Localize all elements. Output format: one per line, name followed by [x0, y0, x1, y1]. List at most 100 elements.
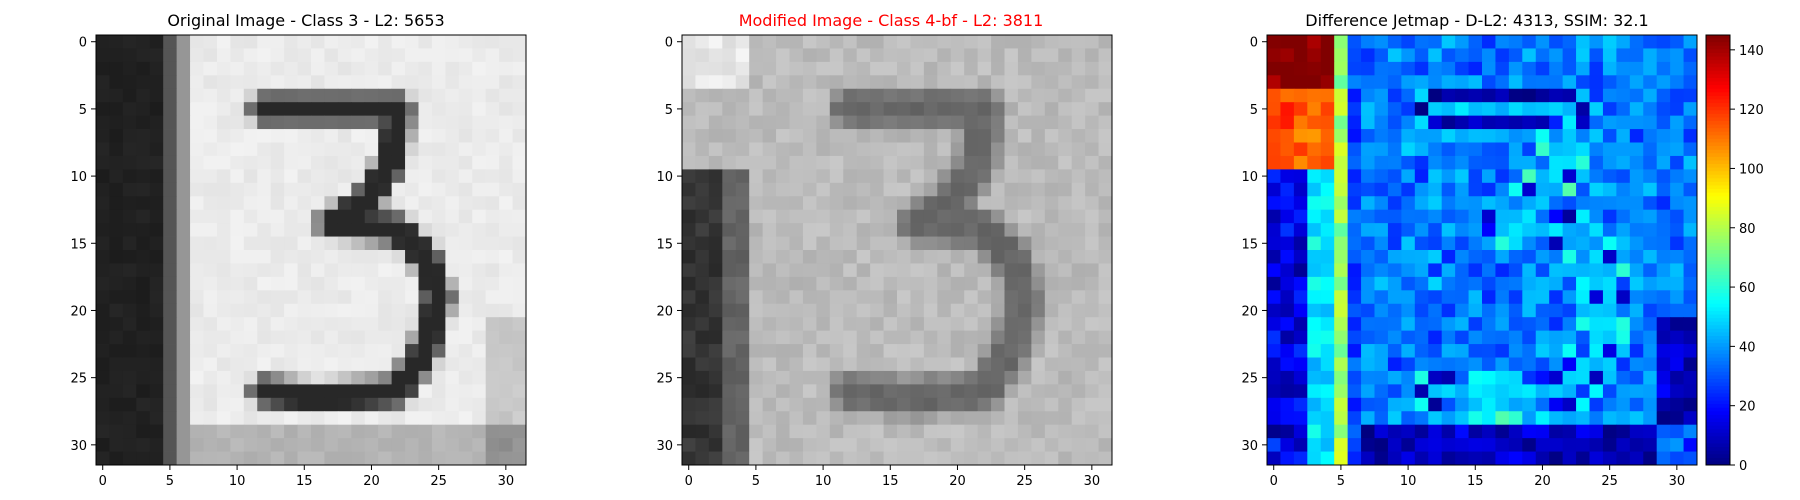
heatmap-cell	[1629, 48, 1644, 63]
heatmap-cell	[1616, 438, 1631, 452]
heatmap-cell	[136, 303, 151, 318]
heatmap-cell	[722, 263, 737, 278]
heatmap-cell	[1562, 236, 1577, 251]
heatmap-cell	[1576, 263, 1590, 278]
heatmap-cell	[1428, 344, 1443, 358]
heatmap-cell	[284, 129, 298, 143]
heatmap-cell	[964, 330, 979, 345]
heatmap-cell	[270, 142, 285, 157]
heatmap-cell	[1320, 35, 1335, 49]
heatmap-cell	[1629, 370, 1644, 385]
heatmap-cell	[776, 196, 790, 211]
heatmap-cell	[203, 411, 218, 426]
heatmap-cell	[1589, 223, 1604, 237]
heatmap-cell	[991, 263, 1005, 278]
heatmap-cell	[1044, 276, 1059, 291]
heatmap-cell	[1267, 129, 1281, 143]
heatmap-cell	[1374, 303, 1389, 318]
heatmap-cell	[1031, 344, 1046, 358]
heatmap-cell	[243, 61, 258, 76]
heatmap-cell	[1307, 303, 1322, 318]
heatmap-cell	[284, 196, 298, 211]
heatmap-cell	[311, 330, 325, 345]
heatmap-cell	[1347, 330, 1362, 345]
heatmap-cell	[391, 451, 406, 466]
heatmap-cell	[937, 451, 952, 466]
heatmap-cell	[1307, 102, 1322, 117]
heatmap-cell	[257, 370, 272, 385]
heatmap-cell	[1576, 344, 1590, 358]
heatmap-cell	[708, 48, 723, 63]
x-tick-label: 20	[1534, 474, 1551, 489]
heatmap-cell	[1508, 142, 1523, 157]
heatmap-cell	[378, 182, 393, 197]
heatmap-cell	[883, 250, 898, 264]
heatmap-cell	[1629, 263, 1644, 278]
heatmap-cell	[883, 48, 898, 63]
heatmap-cell	[883, 102, 898, 117]
heatmap-cell	[1535, 344, 1550, 358]
heatmap-cell	[1414, 424, 1429, 439]
heatmap-cell	[122, 169, 137, 184]
heatmap-cell	[149, 129, 164, 143]
heatmap-cell	[216, 344, 231, 358]
heatmap-cell	[378, 451, 393, 466]
colorbar-tick-label: 60	[1739, 281, 1756, 296]
heatmap-cell	[1071, 411, 1086, 426]
heatmap-cell	[1508, 357, 1523, 372]
heatmap-cell	[1441, 276, 1456, 291]
heatmap-cell	[1549, 397, 1564, 412]
heatmap-cell	[431, 196, 446, 211]
heatmap-cell	[1549, 196, 1564, 211]
heatmap-cell	[149, 451, 164, 466]
heatmap-cell	[910, 48, 925, 63]
heatmap-cell	[364, 370, 379, 385]
heatmap-cell	[163, 102, 178, 117]
heatmap-cell	[991, 115, 1005, 130]
heatmap-cell	[1017, 263, 1032, 278]
heatmap-cell	[1482, 438, 1496, 452]
heatmap-cell	[897, 102, 911, 117]
heatmap-cell	[749, 115, 764, 130]
heatmap-cell	[1522, 384, 1537, 399]
heatmap-cell	[1562, 438, 1577, 452]
heatmap-cell	[1683, 303, 1698, 318]
heatmap-cell	[1602, 397, 1617, 412]
heatmap-cell	[364, 438, 379, 452]
heatmap-cell	[1549, 155, 1564, 170]
heatmap-cell	[203, 236, 218, 251]
heatmap-cell	[1629, 182, 1644, 197]
heatmap-cell	[1085, 384, 1099, 399]
heatmap-cell	[1044, 303, 1059, 318]
heatmap-cell	[1293, 182, 1308, 197]
heatmap-cell	[1320, 384, 1335, 399]
heatmap-cell	[1280, 169, 1295, 184]
heatmap-cell	[1441, 344, 1456, 358]
heatmap-cell	[1293, 384, 1308, 399]
heatmap-cell	[1522, 155, 1537, 170]
heatmap-cell	[722, 61, 737, 76]
heatmap-cell	[991, 142, 1005, 157]
heatmap-cell	[843, 88, 858, 103]
heatmap-cell	[1643, 276, 1658, 291]
heatmap-cell	[1589, 102, 1604, 117]
heatmap-cell	[1085, 169, 1099, 184]
heatmap-cell	[1562, 370, 1577, 385]
heatmap-cell	[1522, 344, 1537, 358]
heatmap-cell	[391, 115, 406, 130]
heatmap-cell	[1616, 48, 1631, 63]
heatmap-cell	[897, 411, 911, 426]
heatmap-cell	[964, 276, 979, 291]
heatmap-cell	[1098, 115, 1113, 130]
heatmap-cell	[1347, 236, 1362, 251]
heatmap-cell	[802, 438, 817, 452]
heatmap-cell	[1562, 61, 1577, 76]
heatmap-cell	[1044, 35, 1059, 49]
heatmap-cell	[735, 370, 750, 385]
heatmap-cell	[910, 411, 925, 426]
heatmap-cell	[1656, 115, 1671, 130]
heatmap-cell	[829, 276, 844, 291]
heatmap-cell	[378, 236, 393, 251]
heatmap-cell	[512, 276, 527, 291]
